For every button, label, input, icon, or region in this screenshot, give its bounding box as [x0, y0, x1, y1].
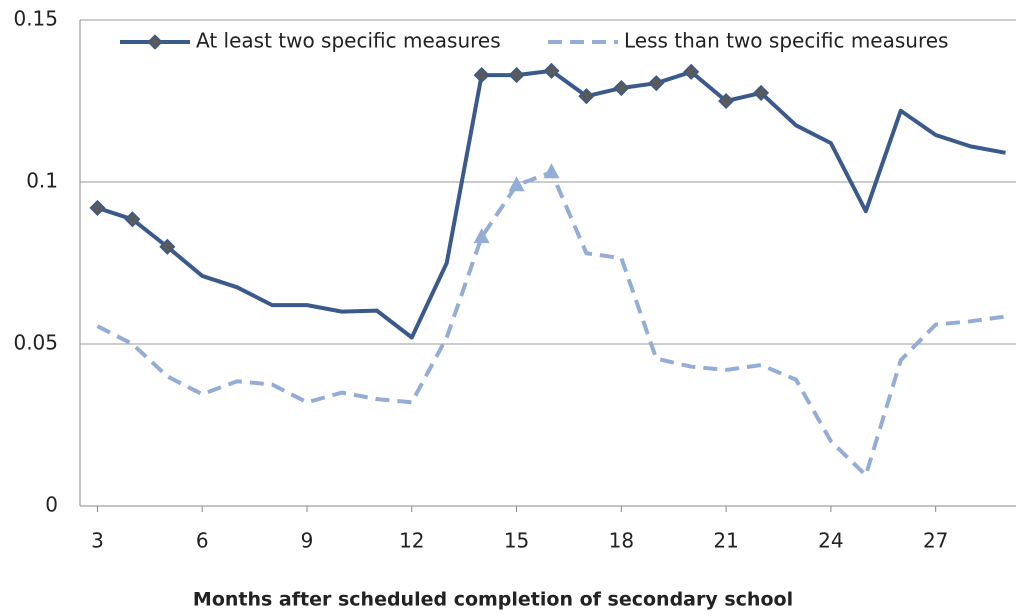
marker — [473, 228, 490, 244]
x-tick-label: 27 — [923, 529, 948, 553]
marker — [508, 176, 525, 192]
legend-label: Less than two specific measures — [624, 29, 948, 53]
series-line — [96, 68, 1006, 340]
marker — [613, 79, 630, 97]
marker — [89, 199, 106, 216]
marker — [752, 84, 770, 101]
x-tick-label: 18 — [609, 529, 634, 553]
marker — [159, 238, 176, 255]
x-tick-label: 6 — [196, 529, 209, 553]
x-tick-label: 21 — [713, 529, 738, 553]
marker — [683, 63, 700, 80]
legend-marker — [147, 34, 163, 50]
x-tick-label: 12 — [399, 529, 424, 553]
x-axis-label: Months after scheduled completion of sec… — [193, 589, 793, 611]
y-tick-label: 0 — [45, 493, 58, 517]
marker — [473, 67, 490, 84]
marker — [543, 163, 560, 179]
marker — [578, 88, 595, 105]
marker — [124, 211, 141, 228]
x-tick-label: 24 — [818, 529, 843, 553]
series-line — [96, 170, 1006, 478]
x-tick-label: 3 — [91, 529, 104, 553]
x-tick-label: 9 — [301, 529, 314, 553]
legend-label: At least two specific measures — [196, 29, 501, 53]
x-tick-label: 15 — [504, 529, 529, 553]
y-tick-label: 0.15 — [13, 7, 58, 31]
y-tick-label: 0.1 — [26, 169, 58, 193]
marker — [718, 92, 735, 110]
y-tick-label: 0.05 — [13, 331, 58, 355]
marker — [508, 67, 525, 84]
marker — [648, 75, 665, 92]
marker — [543, 62, 560, 79]
